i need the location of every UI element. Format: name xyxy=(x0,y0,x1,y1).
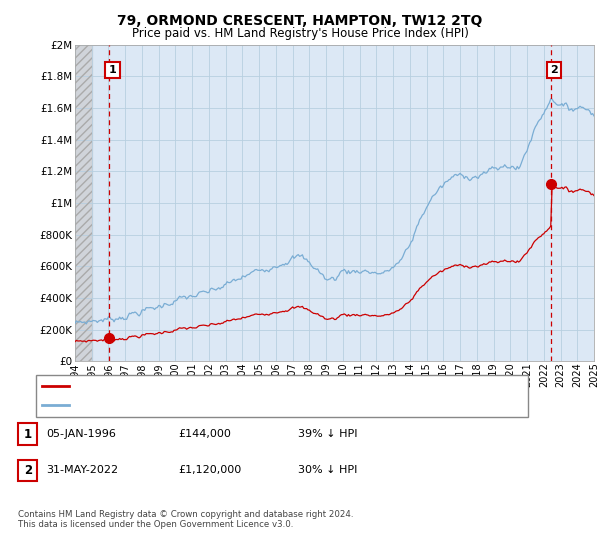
Text: 2: 2 xyxy=(550,65,558,75)
Text: Contains HM Land Registry data © Crown copyright and database right 2024.
This d: Contains HM Land Registry data © Crown c… xyxy=(18,510,353,529)
Text: £1,120,000: £1,120,000 xyxy=(178,465,242,475)
Text: 31-MAY-2022: 31-MAY-2022 xyxy=(46,465,119,475)
Text: 1: 1 xyxy=(23,427,32,441)
Text: HPI: Average price, detached house, Richmond upon Thames: HPI: Average price, detached house, Rich… xyxy=(75,400,394,410)
Text: Price paid vs. HM Land Registry's House Price Index (HPI): Price paid vs. HM Land Registry's House … xyxy=(131,27,469,40)
Text: 05-JAN-1996: 05-JAN-1996 xyxy=(46,429,116,439)
Text: 30% ↓ HPI: 30% ↓ HPI xyxy=(298,465,358,475)
Text: 1: 1 xyxy=(109,65,116,75)
Bar xyxy=(75,45,92,361)
Text: 2: 2 xyxy=(23,464,32,477)
Text: 39% ↓ HPI: 39% ↓ HPI xyxy=(298,429,358,439)
Bar xyxy=(75,45,92,361)
Text: 79, ORMOND CRESCENT, HAMPTON, TW12 2TQ: 79, ORMOND CRESCENT, HAMPTON, TW12 2TQ xyxy=(118,14,482,28)
Text: £144,000: £144,000 xyxy=(178,429,231,439)
Text: 79, ORMOND CRESCENT, HAMPTON, TW12 2TQ (detached house): 79, ORMOND CRESCENT, HAMPTON, TW12 2TQ (… xyxy=(75,381,416,391)
